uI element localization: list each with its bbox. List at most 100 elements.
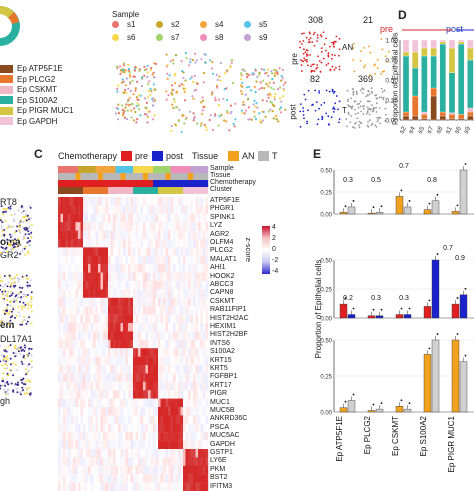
track-cell bbox=[128, 166, 131, 173]
heatmap-cell bbox=[108, 440, 111, 450]
heatmap-cell bbox=[118, 197, 121, 206]
heatmap-cell bbox=[73, 482, 76, 491]
cluster-swatch bbox=[0, 75, 13, 83]
heatmap-cell bbox=[65, 440, 69, 450]
heatmap-cell bbox=[103, 289, 106, 298]
heatmap-cell bbox=[115, 314, 119, 324]
heatmap-cell bbox=[93, 255, 96, 265]
heatmap-cell bbox=[83, 449, 86, 458]
heatmap-cell bbox=[183, 482, 186, 491]
track-cell bbox=[180, 187, 184, 194]
track-cell bbox=[200, 187, 204, 194]
heatmap-cell bbox=[95, 264, 99, 273]
umap-point bbox=[183, 122, 186, 125]
umap-point bbox=[27, 307, 30, 310]
track-cell bbox=[150, 187, 154, 194]
heatmap-cell bbox=[138, 381, 141, 391]
heatmap-cell bbox=[105, 255, 109, 265]
heatmap-cell bbox=[123, 297, 126, 307]
heatmap-cell bbox=[70, 407, 74, 416]
heatmap-cell bbox=[195, 247, 199, 256]
heatmap-cell bbox=[155, 205, 159, 214]
umap-point bbox=[1, 221, 4, 224]
umap-point bbox=[382, 98, 385, 100]
heatmap-cell bbox=[108, 348, 111, 357]
umap-point bbox=[21, 378, 24, 381]
heatmap-cell bbox=[153, 407, 156, 416]
umap-point bbox=[12, 362, 15, 365]
heatmap-cell bbox=[65, 398, 69, 408]
heatmap-cell bbox=[113, 449, 116, 458]
track-cell bbox=[195, 173, 199, 180]
heatmap-cell bbox=[70, 247, 74, 256]
umap-point bbox=[9, 301, 12, 303]
umap-point bbox=[267, 110, 270, 113]
heatmap-cell bbox=[110, 390, 114, 399]
heatmap-cell bbox=[195, 423, 199, 433]
umap-point bbox=[23, 344, 26, 347]
heatmap-cell bbox=[65, 239, 69, 248]
umap-point bbox=[122, 64, 125, 67]
heatmap-cell bbox=[153, 205, 156, 214]
track-cell bbox=[113, 180, 116, 187]
umap-point bbox=[331, 41, 333, 44]
umap-point bbox=[24, 253, 27, 256]
heatmap-cell bbox=[120, 474, 124, 483]
heatmap-cell bbox=[63, 365, 66, 374]
umap-point bbox=[373, 106, 375, 109]
heatmap-cell bbox=[108, 457, 111, 466]
heatmap-cell bbox=[133, 474, 136, 483]
heatmap-cell bbox=[193, 314, 196, 324]
heatmap-cell bbox=[115, 306, 119, 315]
umap-point bbox=[316, 34, 319, 36]
bar-segment bbox=[458, 114, 465, 119]
bar-segment bbox=[448, 114, 456, 119]
heatmap-cell bbox=[163, 407, 166, 416]
heatmap-cell bbox=[133, 449, 136, 458]
heatmap-cell bbox=[140, 205, 144, 214]
track-cell bbox=[118, 173, 121, 180]
heatmap-cell bbox=[145, 205, 149, 214]
umap-point bbox=[273, 95, 276, 99]
bar-segment bbox=[467, 47, 474, 61]
umap-point bbox=[30, 232, 33, 234]
data-point bbox=[372, 308, 375, 311]
heatmap-cell bbox=[85, 205, 89, 214]
umap-count-pre: 308 bbox=[308, 15, 324, 25]
data-point bbox=[436, 253, 439, 255]
heatmap-cell bbox=[75, 348, 79, 357]
umap-point bbox=[362, 105, 364, 108]
umap-point bbox=[223, 119, 226, 122]
heatmap-cell bbox=[68, 440, 71, 450]
umap-point bbox=[338, 100, 341, 103]
umap-point bbox=[1, 380, 4, 383]
heatmap-cell bbox=[90, 255, 94, 265]
heatmap-cell bbox=[63, 289, 66, 298]
heatmap-cell bbox=[158, 415, 161, 424]
umap-point bbox=[14, 276, 17, 279]
track-cell bbox=[58, 180, 61, 187]
heatmap-cell bbox=[90, 474, 94, 483]
heatmap-cell bbox=[68, 314, 71, 324]
umap-point bbox=[0, 225, 3, 228]
track-cell bbox=[133, 166, 136, 173]
umap-point bbox=[2, 211, 5, 214]
heatmap-cell bbox=[205, 474, 209, 483]
heatmap-cell bbox=[68, 239, 71, 248]
heatmap-cell bbox=[120, 339, 124, 349]
heatmap-cell bbox=[190, 482, 194, 491]
umap-point bbox=[189, 77, 192, 80]
heatmap-cell bbox=[95, 415, 99, 424]
heatmap-cell bbox=[98, 197, 101, 206]
umap-point bbox=[230, 59, 233, 62]
heatmap-cell bbox=[158, 381, 161, 391]
heatmap-cell bbox=[125, 331, 129, 340]
umap-point bbox=[322, 57, 325, 60]
heatmap-cell bbox=[143, 264, 146, 273]
heatmap-cell bbox=[65, 331, 69, 340]
heatmap-cell bbox=[120, 247, 124, 256]
umap-point bbox=[24, 346, 27, 349]
umap-point bbox=[254, 118, 258, 121]
heatmap-cell bbox=[153, 440, 156, 450]
heatmap-cell bbox=[125, 482, 129, 491]
